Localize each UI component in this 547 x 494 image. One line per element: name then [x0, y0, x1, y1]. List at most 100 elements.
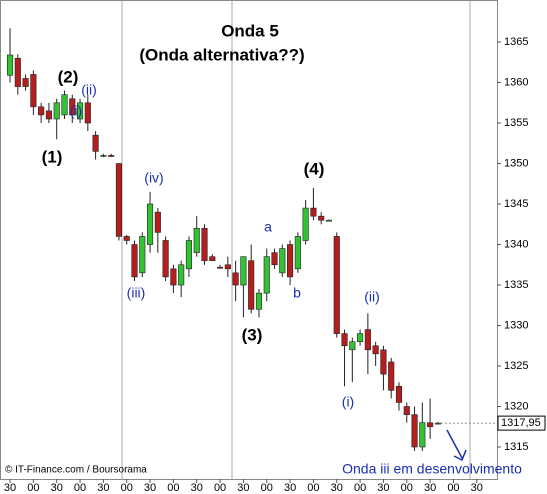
candle-body — [271, 252, 278, 266]
candle-body — [209, 256, 216, 262]
candle-body — [131, 244, 138, 278]
candle-body — [318, 215, 325, 221]
x-tick-label: 30 — [237, 482, 249, 494]
candle-body — [310, 207, 317, 217]
arrow-head — [453, 449, 467, 462]
annotation: (3) — [242, 325, 263, 344]
annotation: (ii) — [364, 289, 380, 305]
annotation: (i) — [342, 394, 354, 410]
annotation: b — [293, 285, 301, 301]
candle-body — [287, 244, 294, 278]
y-tick-label: 1320 — [504, 400, 528, 412]
candle-body — [403, 406, 410, 415]
x-tick-label: 30 — [284, 482, 296, 494]
y-tick-label: 1325 — [504, 360, 528, 372]
candle-body — [333, 236, 340, 334]
y-tick-label: 1335 — [504, 279, 528, 291]
candle-body — [240, 256, 247, 286]
candle-body — [45, 110, 52, 120]
y-tick-label: 1315 — [504, 441, 528, 453]
last-price-box — [497, 415, 546, 431]
x-tick-label: 30 — [331, 482, 343, 494]
x-tick-label: 00 — [401, 482, 413, 494]
candle-body — [178, 264, 185, 286]
x-tick-label: 00 — [214, 482, 226, 494]
y-tick-label: 1330 — [504, 319, 528, 331]
annotation: (4) — [304, 159, 325, 178]
candle-body — [372, 345, 379, 355]
plot-area — [0, 0, 498, 480]
candle-body — [123, 236, 130, 241]
candle-body — [69, 98, 76, 116]
candle-body — [139, 236, 146, 274]
candle-body — [6, 54, 14, 76]
candle-body — [193, 228, 200, 253]
candle-body — [30, 74, 37, 108]
candle-body — [325, 219, 333, 222]
annotation: (iii) — [127, 285, 146, 301]
candle-body — [14, 57, 21, 87]
x-tick-label: 00 — [447, 482, 459, 494]
candle-body — [115, 163, 122, 237]
x-tick-label: 30 — [144, 482, 156, 494]
x-tick-label: 00 — [261, 482, 273, 494]
y-tick-label: 1340 — [504, 238, 528, 250]
annotation: (i) — [70, 103, 82, 119]
candle-body — [154, 211, 161, 233]
last-price-label: 1317,95 — [501, 417, 541, 429]
x-tick-label: 00 — [74, 482, 86, 494]
candle-body — [162, 240, 169, 278]
source: © IT-Finance.com / Boursorama — [5, 465, 147, 476]
candle-body — [341, 333, 348, 347]
candle-body — [108, 155, 115, 157]
x-tick-label: 30 — [51, 482, 63, 494]
candle-body — [38, 106, 45, 116]
candle-body — [434, 422, 441, 425]
y-tick-label: 1345 — [504, 198, 528, 210]
candle-body — [294, 236, 301, 270]
annotation: a — [264, 219, 272, 235]
candle-body — [185, 240, 193, 270]
chart-title: Onda 5 — [221, 21, 279, 40]
candle-body — [100, 155, 107, 157]
candle-body — [201, 228, 208, 262]
candle-body — [61, 94, 68, 116]
candle-body — [22, 78, 29, 87]
annotation: (2) — [58, 67, 79, 86]
candle-body — [232, 272, 239, 286]
candle-body — [364, 329, 371, 351]
x-tick-label: 30 — [471, 482, 483, 494]
candle-body — [248, 260, 255, 310]
arrow — [446, 429, 467, 462]
y-tick-label: 1355 — [504, 117, 528, 129]
candle-body — [170, 268, 177, 286]
y-tick-label: 1350 — [504, 157, 528, 169]
y-tick-label: 1365 — [504, 36, 528, 48]
annotation: (ii) — [81, 82, 97, 98]
candle-body — [380, 349, 387, 375]
marks — [6, 28, 441, 452]
x-tick-label: 30 — [4, 482, 16, 494]
candle-body — [76, 102, 84, 120]
x-tick-label: 00 — [121, 482, 133, 494]
candle-body — [53, 102, 60, 120]
x-tick-label: 30 — [424, 482, 436, 494]
x-tick-label: 30 — [191, 482, 203, 494]
arrow-shaft — [446, 429, 463, 459]
candle-body — [147, 203, 154, 245]
annotation: (iv) — [144, 170, 163, 186]
candle-body — [255, 292, 263, 310]
candle-body — [427, 422, 434, 428]
y-tick-label: 1360 — [504, 76, 528, 88]
candle-body — [217, 266, 224, 269]
candle-body — [302, 207, 309, 241]
candle-body — [224, 264, 231, 270]
chart-subtitle: (Onda alternativa??) — [139, 45, 304, 64]
annotation: (1) — [42, 147, 63, 166]
candle-body — [419, 422, 426, 448]
candle-body — [92, 134, 99, 152]
x-tick-label: 30 — [377, 482, 389, 494]
candle-body — [84, 102, 91, 124]
candle-body — [388, 361, 395, 391]
